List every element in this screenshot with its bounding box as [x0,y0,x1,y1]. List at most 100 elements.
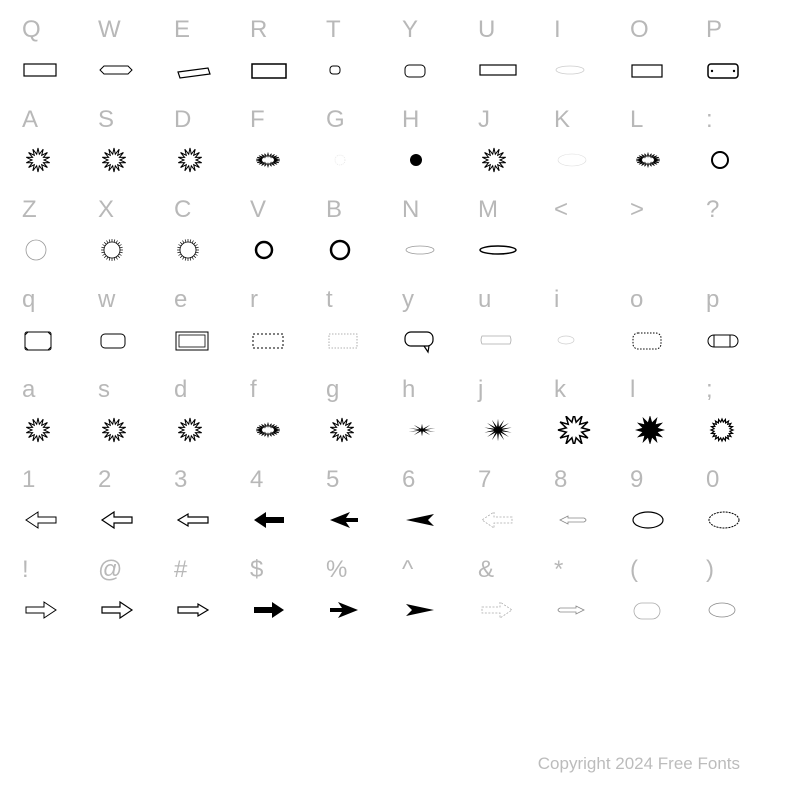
char-label: u [476,282,491,318]
char-label: f [248,372,257,408]
char-label: Z [20,192,37,228]
char-label: R [248,12,267,48]
char-cell: S [96,102,172,192]
glyph-circle [20,228,96,272]
glyph-arrowR-2 [96,588,172,632]
glyph-oval-tiny [552,318,628,362]
char-label: ! [20,552,29,588]
char-label: @ [96,552,122,588]
glyph-oval-plain [628,498,704,542]
char-cell: r [248,282,324,372]
char-cell: 7 [476,462,552,552]
char-cell: t [324,282,400,372]
char-label: r [248,282,258,318]
char-label: T [324,12,341,48]
char-cell: L [628,102,704,192]
char-cell: C [172,192,248,282]
char-label: A [20,102,38,138]
glyph-rect-long [476,48,552,92]
char-label: # [172,552,187,588]
char-cell: 9 [628,462,704,552]
char-cell: N [400,192,476,282]
glyph-sun-ring [96,228,172,272]
char-label: ^ [400,552,413,588]
char-cell: G [324,102,400,192]
char-cell: Q [20,12,96,102]
char-label: k [552,372,566,408]
char-label: S [96,102,114,138]
glyph-burst-b [96,138,172,182]
glyph-oval-thin [552,48,628,92]
char-label: 4 [248,462,263,498]
char-label: G [324,102,345,138]
glyph-star-burst4 [324,408,400,452]
char-label: 8 [552,462,567,498]
glyph-corner-frame [20,318,96,362]
glyph-spike-black [400,408,476,452]
char-cell: ^ [400,552,476,642]
char-label: 0 [704,462,719,498]
char-cell: % [324,552,400,642]
char-label: d [172,372,187,408]
glyph-ring [704,138,780,182]
glyph-arrowL-tri [324,498,400,542]
glyph-lens [476,228,552,272]
char-label: ? [704,192,719,228]
glyph-arrowL-dot [476,498,552,542]
char-label: i [552,282,559,318]
glyph-arrowR-1 [20,588,96,632]
char-label: 7 [476,462,491,498]
char-cell: D [172,102,248,192]
glyph-arrowR-solid [248,588,324,632]
glyph-oval-rough [704,498,780,542]
char-label: > [628,192,644,228]
glyph-hexagon [96,48,172,92]
char-label: N [400,192,419,228]
char-cell: # [172,552,248,642]
char-label: ; [704,372,713,408]
char-cell: i [552,282,628,372]
char-label: h [400,372,415,408]
char-cell: d [172,372,248,462]
char-label: l [628,372,635,408]
char-label: y [400,282,414,318]
char-label: 5 [324,462,339,498]
char-cell: R [248,12,324,102]
glyph-rect-notch [20,48,96,92]
char-cell: 3 [172,462,248,552]
char-cell: O [628,12,704,102]
char-cell: l [628,372,704,462]
glyph-pill [704,318,780,362]
char-cell: 6 [400,462,476,552]
glyph-oval-burst2 [628,138,704,182]
glyph-rect-rough [248,48,324,92]
char-label: e [172,282,187,318]
char-cell: 1 [20,462,96,552]
char-label: : [704,102,713,138]
glyph-arrowR-dart [400,588,476,632]
char-cell: 4 [248,462,324,552]
char-cell: 0 [704,462,780,552]
char-label: $ [248,552,263,588]
glyph-arrowL-2 [96,498,172,542]
char-cell: I [552,12,628,102]
char-label: Q [20,12,41,48]
glyph-arrowL-solid [248,498,324,542]
char-label: 3 [172,462,187,498]
char-cell: g [324,372,400,462]
char-label: ( [628,552,638,588]
char-label: L [628,102,643,138]
glyph-blank [628,228,704,272]
glyph-banner [476,318,552,362]
glyph-round-rect [400,48,476,92]
char-label: & [476,552,494,588]
glyph-arrowL-dart [400,498,476,542]
glyph-small-round [324,48,400,92]
char-label: < [552,192,568,228]
char-cell: < [552,192,628,282]
glyph-spike-black2 [476,408,552,452]
glyph-dot-faint [324,138,400,182]
char-cell: P [704,12,780,102]
char-cell: A [20,102,96,192]
char-cell: s [96,372,172,462]
